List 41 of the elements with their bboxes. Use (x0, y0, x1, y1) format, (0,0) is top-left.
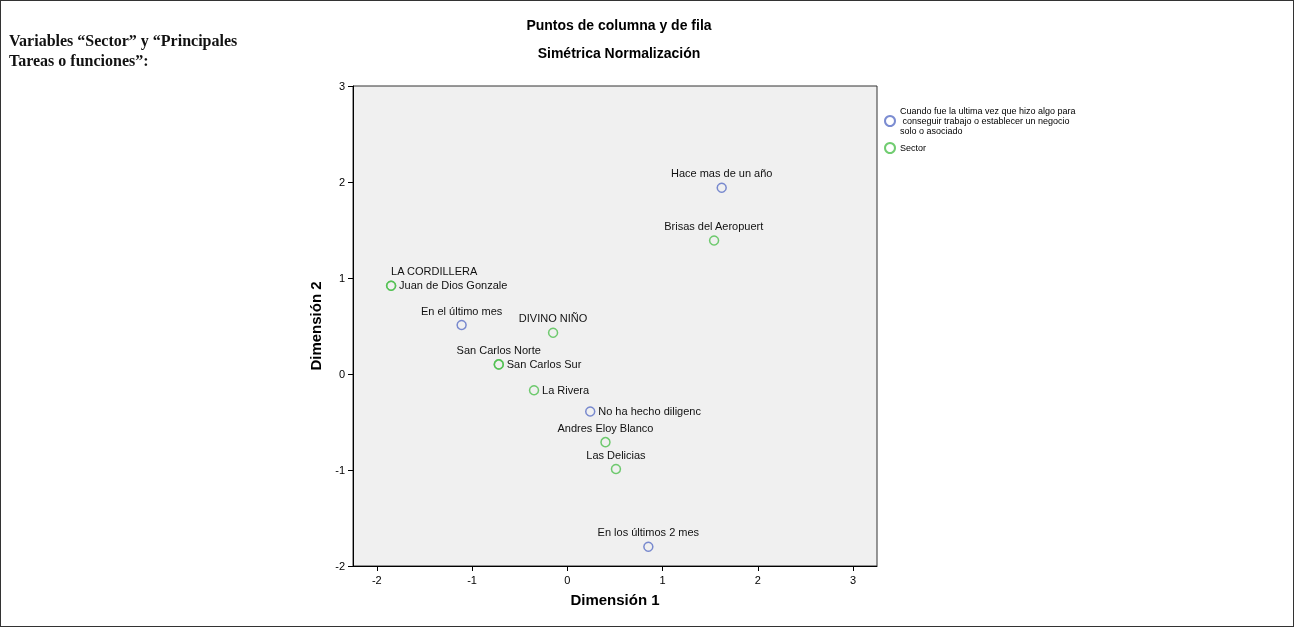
annotation: Las Delicias (586, 448, 647, 461)
annotation: La Rivera (542, 383, 590, 396)
point (643, 541, 654, 553)
point (584, 406, 596, 417)
point (600, 436, 611, 448)
annotation: En los últimos 2 mes (597, 526, 700, 539)
x-axis-title: Dimensión 1 (570, 591, 660, 608)
annotation: Hace mas de un año (670, 167, 773, 180)
point (610, 463, 622, 475)
annotation: San Carlos Sur (506, 357, 582, 370)
x-tick-label: 2 (754, 573, 761, 586)
x-tick-label: -2 (371, 573, 382, 586)
legend-label: Cuando fue la ultima vez que hizo algo para conseguir trabajo o establecer un negocio solo o asociado (900, 106, 1079, 136)
annotation: LA CORDILLERA (391, 265, 478, 278)
legend-label: Sector (900, 143, 927, 153)
annotation: Juan de Dios Gonzale (399, 279, 508, 292)
point (708, 235, 720, 246)
annotation: DIVINO NIÑO (518, 312, 588, 325)
y-tick-label: 2 (338, 176, 345, 188)
x-tick-label: 3 (850, 573, 857, 586)
point (528, 385, 540, 396)
chart-title: Puntos de columna y de fila (526, 17, 712, 33)
chart-subtitle: Simétrica Normalización (537, 45, 701, 61)
y-tick-label: 1 (338, 272, 345, 284)
y-tick-label: -2 (335, 560, 345, 572)
y-axis-title: Dimensión 2 (307, 281, 324, 371)
x-tick-label: 0 (564, 573, 571, 586)
annotation: Brisas del Aeropuert (664, 220, 764, 233)
x-tick-label: 1 (659, 573, 666, 586)
annotation: En el último mes (420, 304, 503, 317)
point (716, 182, 727, 194)
y-tick-label: 3 (338, 80, 345, 92)
y-tick-label: -1 (335, 464, 345, 476)
x-tick-label: -1 (467, 573, 477, 586)
point (456, 319, 467, 331)
annotation: No ha hecho diligenc (598, 404, 702, 417)
annotation: Andres Eloy Blanco (557, 421, 654, 434)
point (547, 327, 559, 338)
text: Variables “Sector” y “Principales Tareas o funciones”: (9, 31, 239, 71)
y-tick-label: 0 (338, 368, 345, 380)
annotation: San Carlos Norte (456, 343, 541, 356)
